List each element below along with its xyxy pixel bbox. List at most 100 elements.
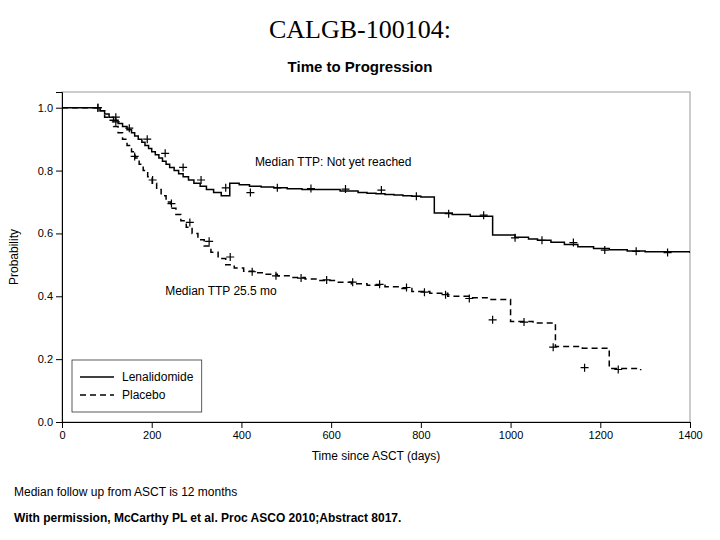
x-axis-tick: 1000 (499, 422, 523, 441)
y-axis-line (56, 93, 63, 423)
censor-mark (465, 294, 473, 302)
x-axis-tick-label: 1200 (589, 429, 613, 441)
legend-swatch (80, 376, 114, 378)
censor-mark (205, 237, 213, 245)
censor-mark (197, 176, 205, 184)
y-axis-tick-label: 0.2 (38, 353, 53, 365)
censor-mark (412, 192, 420, 200)
censor-mark (307, 184, 315, 192)
legend-box (72, 360, 202, 412)
x-axis: 0 200 400 600 800 1000 1200 1400 (59, 422, 702, 441)
chart: CALGB-100104:Time to Progression02004006… (0, 0, 720, 540)
y-axis: 0.0 0.2 0.4 0.6 0.8 1.0 (38, 93, 63, 429)
x-axis-tick-mark (600, 422, 601, 428)
y-axis-tick-label: 0.6 (38, 227, 53, 239)
censor-mark (581, 364, 589, 372)
km-curve (62, 108, 690, 253)
censor-mark (186, 218, 194, 226)
censor-mark (246, 189, 254, 197)
km-curve (62, 108, 641, 370)
censor-mark (125, 124, 133, 132)
x-axis-tick-label: 1400 (678, 429, 702, 441)
legend-item: Placebo (80, 388, 166, 402)
legend: Lenalidomide Placebo (72, 360, 202, 412)
censor-mark (226, 253, 234, 261)
censor-mark (272, 272, 280, 280)
x-axis-tick-label: 0 (59, 429, 65, 441)
x-axis-line (63, 423, 691, 429)
x-axis-tick-mark (511, 422, 512, 428)
x-axis-tick-mark (241, 422, 242, 428)
y-axis-tick: 0.0 (38, 416, 62, 428)
censor-mark (143, 135, 151, 143)
censor-mark (632, 247, 640, 255)
censor-mark (420, 288, 428, 296)
annotation: Median TTP 25.5 mo (165, 284, 277, 298)
x-axis-tick-label: 600 (322, 429, 340, 441)
censor-mark (248, 268, 256, 276)
censor-mark (538, 236, 546, 244)
censor-mark (664, 249, 672, 257)
censor-mark (520, 318, 528, 326)
censor-mark (511, 234, 519, 242)
x-axis-tick: 1200 (589, 422, 613, 441)
x-axis-tick-label: 800 (412, 429, 430, 441)
legend-label: Placebo (122, 388, 166, 402)
footnote: With permission, McCarthy PL et al. Proc… (14, 511, 401, 525)
x-axis-tick: 1400 (678, 422, 702, 441)
censor-mark (442, 291, 450, 299)
x-axis-tick-mark (421, 422, 422, 428)
censor-mark (179, 163, 187, 171)
y-axis-tick: 0.8 (38, 165, 62, 177)
censor-mark (273, 184, 281, 192)
y-axis-tick-mark (56, 422, 62, 423)
y-axis-tick: 0.6 (38, 227, 62, 239)
censor-marks (94, 104, 672, 257)
censor-mark (445, 210, 453, 218)
censor-mark (94, 104, 102, 112)
x-axis-tick: 600 (322, 422, 340, 441)
y-axis-tick-mark (56, 359, 62, 360)
x-axis-tick-mark (690, 422, 691, 428)
x-axis-tick-mark (331, 422, 332, 428)
censor-mark (601, 246, 609, 254)
censor-mark (403, 283, 411, 291)
legend-swatch (80, 394, 114, 396)
y-axis-tick-label: 0.0 (38, 416, 53, 428)
plot-area (62, 104, 690, 374)
x-axis-tick-label: 1000 (499, 429, 523, 441)
censor-mark (167, 200, 175, 208)
footnote: Median follow up from ASCT is 12 months (14, 485, 237, 499)
censor-mark (341, 185, 349, 193)
y-axis-tick-label: 0.8 (38, 165, 53, 177)
y-axis-tick-mark (56, 108, 62, 109)
title: CALGB-100104: (269, 15, 451, 44)
plot-frame (62, 92, 690, 422)
y-axis-tick: 0.4 (38, 290, 62, 302)
censor-mark (349, 278, 357, 286)
censor-mark (222, 184, 230, 192)
y-axis-tick: 0.2 (38, 353, 62, 365)
censor-mark (377, 186, 385, 194)
censor-mark (161, 149, 169, 157)
x-axis-tick-label: 400 (233, 429, 251, 441)
censor-mark (376, 280, 384, 288)
x-axis-tick: 800 (412, 422, 430, 441)
y-axis-tick: 1.0 (38, 102, 62, 114)
censor-mark (489, 316, 497, 324)
censor-mark (323, 276, 331, 284)
x-axis-tick: 400 (233, 422, 251, 441)
censor-mark (112, 118, 120, 126)
censor-marks (94, 104, 622, 374)
x-axis-tick: 0 (59, 422, 65, 441)
legend-label: Lenalidomide (122, 370, 194, 384)
x-axis-tick: 200 (143, 422, 161, 441)
censor-mark (149, 176, 157, 184)
censor-mark (131, 152, 139, 160)
y-axis-tick-mark (56, 171, 62, 172)
censor-mark (614, 366, 622, 374)
y-axis-tick-mark (56, 233, 62, 234)
y-axis-tick-label: 1.0 (38, 102, 53, 114)
x-axis-tick-mark (152, 422, 153, 428)
y-axis-tick-label: 0.4 (38, 290, 53, 302)
